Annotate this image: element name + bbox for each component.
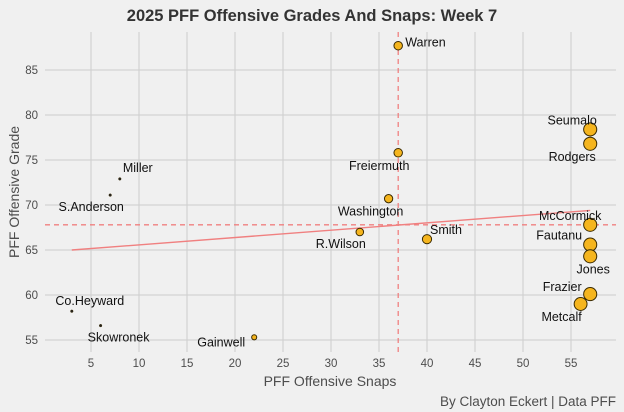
tick-labels: 5 10 15 20 25 30 35 40 45 50 55 55 60 65 70 75 80 85: [25, 65, 577, 370]
y-tick-label: 75: [25, 155, 38, 167]
point-label: Fautanu: [536, 229, 582, 243]
point-label: R.Wilson: [316, 237, 366, 251]
point-label: Smith: [430, 223, 462, 237]
point-label: Jones: [577, 262, 610, 276]
y-tick-label: 70: [25, 200, 38, 212]
x-tick-label: 5: [88, 358, 94, 370]
point-skowronek: [99, 324, 103, 328]
point-label: Freiermuth: [349, 159, 409, 173]
x-tick-label: 30: [325, 358, 338, 370]
x-axis-title: PFF Offensive Snaps: [264, 373, 397, 389]
y-tick-label: 85: [25, 65, 38, 77]
point-rwilson: [355, 227, 365, 237]
point-label: Miller: [123, 161, 153, 175]
point-seumalo: [583, 122, 598, 137]
point-label: Co.Heyward: [55, 294, 124, 308]
caption: By Clayton Eckert | Data PFF: [440, 394, 616, 409]
point-label: Warren: [405, 36, 446, 50]
x-tick-label: 45: [469, 358, 482, 370]
points: [70, 40, 598, 341]
point-gainwell: [251, 334, 258, 341]
point-label: S.Anderson: [59, 200, 124, 214]
point-mccormick: [583, 217, 598, 232]
point-fautanu: [583, 237, 598, 252]
point-label: Rodgers: [549, 150, 596, 164]
point-metcalf: [573, 297, 588, 311]
grid: [45, 32, 616, 352]
point-label: McCormick: [539, 209, 602, 223]
point-label: Frazier: [543, 280, 582, 294]
point-warren: [393, 40, 403, 51]
point-frazier: [583, 287, 598, 302]
x-tick-label: 20: [229, 358, 242, 370]
point-rodgers: [583, 136, 598, 151]
y-tick-label: 80: [25, 110, 38, 122]
point-labels: Warren Seumalo Rodgers Freiermuth Washington…: [55, 36, 609, 350]
point-label: Gainwell: [197, 335, 245, 349]
trend-line: [71, 209, 591, 251]
y-tick-label: 55: [25, 335, 38, 347]
point-label: Washington: [338, 205, 404, 219]
point-jones: [583, 249, 598, 264]
reference-lines: [45, 32, 616, 352]
point-label: Metcalf: [541, 310, 582, 324]
x-tick-label: 15: [181, 358, 194, 370]
y-tick-label: 60: [25, 290, 38, 302]
x-tick-label: 25: [277, 358, 290, 370]
point-label: Skowronek: [88, 331, 151, 345]
point-coheyward: [70, 309, 74, 313]
point-freiermuth: [393, 148, 403, 158]
x-tick-label: 40: [421, 358, 434, 370]
x-tick-label: 35: [373, 358, 386, 370]
point-miller: [118, 177, 122, 181]
x-tick-label: 55: [565, 358, 578, 370]
point-label: Seumalo: [548, 113, 597, 127]
y-axis-title: PFF Offensive Grade: [6, 126, 22, 258]
x-tick-label: 50: [517, 358, 530, 370]
x-tick-label: 10: [133, 358, 146, 370]
y-tick-label: 65: [25, 245, 38, 257]
point-washington: [383, 194, 394, 204]
chart-title: 2025 PFF Offensive Grades And Snaps: Wee…: [127, 7, 497, 25]
point-smith: [421, 234, 433, 245]
point-sanderson: [108, 193, 112, 197]
